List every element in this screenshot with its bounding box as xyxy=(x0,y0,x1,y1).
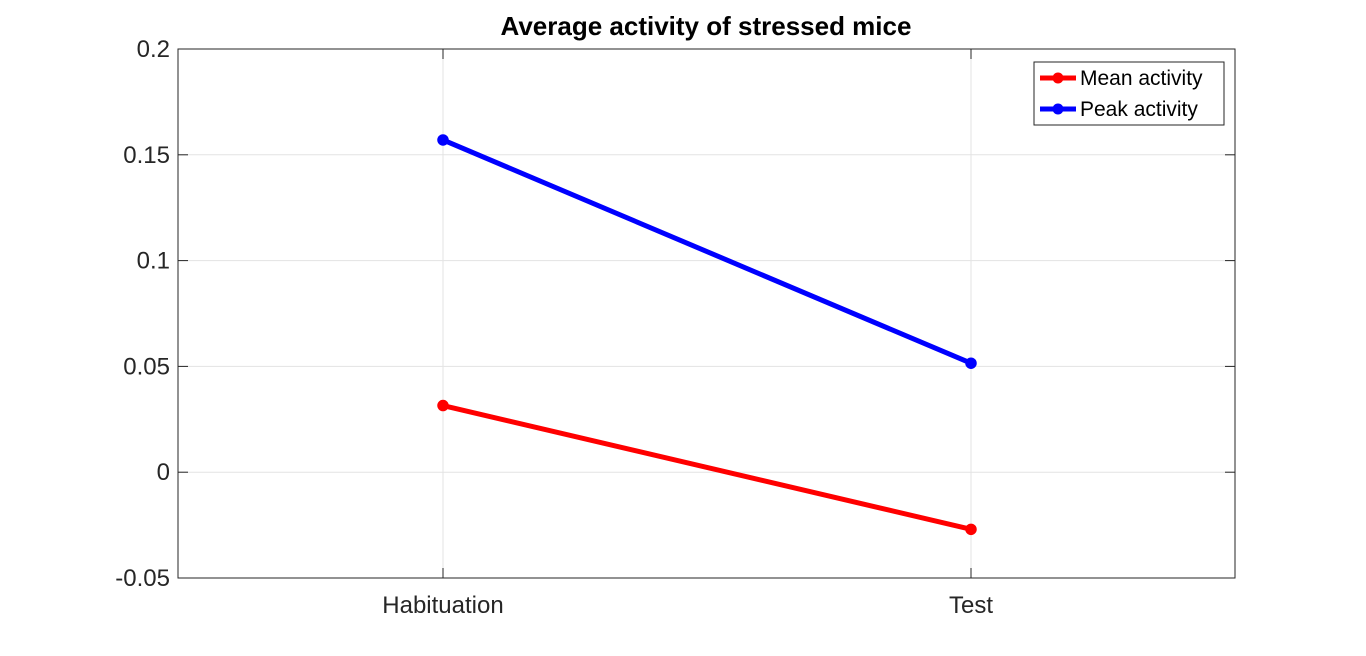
x-tick-label: Test xyxy=(949,592,993,619)
axis-ticks xyxy=(178,48,1235,579)
series-line-0 xyxy=(442,403,972,532)
plot-area xyxy=(177,48,1236,579)
data-point xyxy=(965,357,977,369)
y-tick-label: -0.05 xyxy=(115,565,170,592)
tick-labels: -0.05 0 0.05 0.1 0.15 0.2 Habituation Test xyxy=(115,36,993,619)
y-tick-label: 0.2 xyxy=(137,36,170,63)
series-lines xyxy=(437,134,977,536)
data-point xyxy=(965,523,977,536)
x-tick-label: Habituation xyxy=(382,592,503,619)
data-point xyxy=(437,134,449,146)
legend-label: Peak activity xyxy=(1080,98,1198,121)
y-tick-label: 0 xyxy=(157,459,170,486)
y-tick-label: 0.15 xyxy=(123,142,170,169)
y-tick-label: 0.05 xyxy=(123,353,170,380)
grid-lines xyxy=(178,49,1235,578)
legend-label: Mean activity xyxy=(1080,67,1203,90)
legend-marker xyxy=(1052,72,1064,84)
series-line-1 xyxy=(442,137,972,366)
data-point xyxy=(437,399,449,412)
legend-marker xyxy=(1052,103,1064,115)
chart-title: Average activity of stressed mice xyxy=(501,11,912,41)
legend-box xyxy=(1033,61,1225,126)
y-tick-label: 0.1 xyxy=(137,248,170,275)
legend: Mean activity Peak activity xyxy=(1033,61,1225,126)
